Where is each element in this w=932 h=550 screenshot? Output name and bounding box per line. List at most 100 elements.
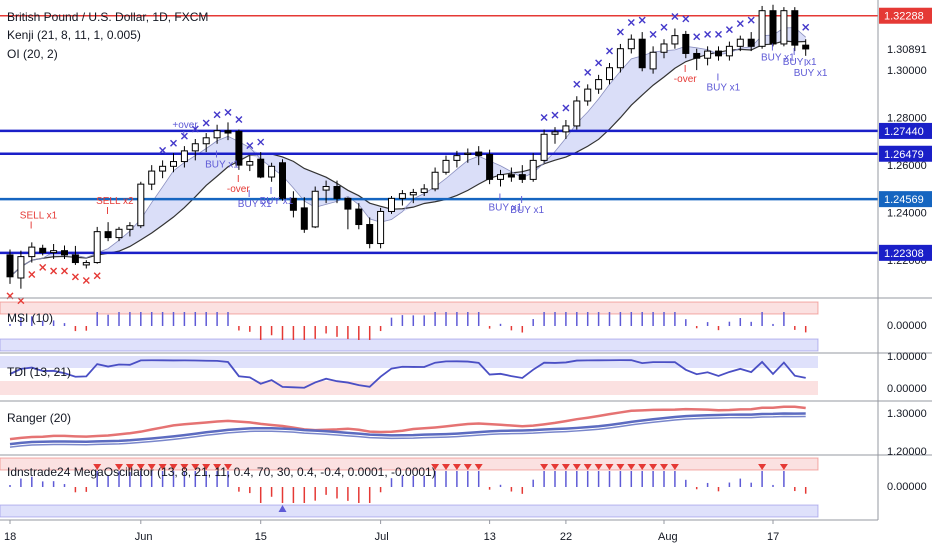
candle-body [93, 231, 101, 264]
mega-arrow-down [202, 464, 211, 470]
time-axis: 18 Jun 15 Jul 13 22 Aug 17 [4, 520, 779, 543]
signal-tick: I [106, 206, 109, 217]
candle-body [180, 150, 188, 163]
x-mark [224, 108, 232, 116]
candle-body [224, 130, 232, 134]
signal-tick: I [215, 150, 218, 161]
level-price-tag [879, 122, 932, 139]
signal-label: BUY x1 [783, 57, 817, 68]
level-price-tag [879, 191, 932, 208]
candle-body [442, 159, 450, 173]
mega-arrow-down [627, 464, 636, 470]
level-price-label: 1.26479 [884, 149, 924, 161]
x-mark [704, 30, 712, 38]
candle-body [551, 131, 559, 135]
x-mark [616, 28, 624, 36]
x-mark [202, 119, 210, 127]
candle-body [595, 79, 603, 90]
x-mark [235, 115, 243, 123]
kenji-band-fill [10, 27, 806, 277]
x-mark [802, 23, 810, 31]
x-mark [595, 59, 603, 67]
time-label: Aug [658, 531, 678, 543]
candle-body [715, 50, 722, 57]
candle-body [322, 186, 330, 191]
mega-arrow-down [660, 464, 668, 470]
signal-tick: I [248, 189, 251, 200]
signal-tick: I [793, 47, 796, 58]
candle-body [518, 174, 526, 180]
x-mark [28, 271, 36, 279]
x-mark [747, 16, 755, 24]
candle-body [311, 190, 319, 228]
mega-arrow-down [638, 464, 647, 470]
mega-arrow-down [540, 464, 549, 470]
mega-arrow-down [670, 464, 679, 470]
mega-lower-zone [0, 504, 819, 518]
candle-body [758, 10, 766, 47]
candle-body [453, 155, 461, 161]
candle-body [6, 254, 14, 278]
candle-body [39, 247, 47, 254]
mega-arrow-down [180, 464, 189, 470]
tdi-line [9, 359, 806, 389]
signal-label: BUY x1 [205, 160, 239, 171]
x-mark [246, 142, 254, 150]
candle-body [660, 43, 668, 53]
signal-label: SELL x1 [20, 210, 58, 221]
candle-body [104, 231, 112, 239]
candle-body [126, 225, 134, 230]
candle-body [170, 161, 177, 167]
x-mark [638, 16, 646, 24]
mega-arrow-down [169, 464, 178, 470]
x-marks [6, 13, 810, 305]
tdi-pane-label: TDI (13, 21) [7, 365, 71, 379]
candle-body [279, 162, 286, 199]
candle-body [17, 256, 25, 279]
mega-arrow-down [463, 464, 472, 470]
mega-arrow-down [605, 464, 614, 470]
mega-arrow-down [224, 464, 232, 470]
candle-body [671, 35, 679, 45]
signal-tick: I [182, 130, 185, 141]
price-tick-label: 1.24000 [887, 208, 927, 220]
mega-arrow-down [452, 464, 461, 470]
mega-arrow-down [191, 464, 200, 470]
x-mark [71, 273, 79, 281]
candle-body [486, 153, 494, 180]
candle-body [289, 197, 297, 211]
mega-arrow-down [594, 464, 603, 470]
candle-body [497, 174, 504, 180]
candle-body [333, 186, 341, 199]
indicator-label-kenji: Kenji (21, 8, 11, 1, 0.005) [7, 28, 141, 42]
signal-tick: I [499, 193, 502, 204]
mega-arrow-down [115, 464, 123, 470]
tdi-lower-zone [0, 381, 818, 395]
mega-arrow-down [213, 464, 222, 470]
candle-body [507, 174, 515, 178]
candle-body [540, 133, 548, 161]
level-price-label: 1.27440 [884, 126, 924, 138]
candle-body [584, 88, 592, 102]
candle-body [344, 197, 352, 210]
candle-body [28, 246, 36, 258]
signal-tick: I [804, 58, 807, 69]
candle-body [82, 262, 90, 266]
mega-arrow-down [616, 464, 625, 470]
candle-body [682, 33, 690, 54]
x-mark [715, 30, 722, 38]
candle-body [235, 130, 243, 166]
mega-arrow-down [551, 464, 559, 470]
msi-lower-zone [0, 338, 819, 352]
ranger-axis-tick-0: 1.20000 [887, 446, 927, 458]
candle-body [747, 38, 755, 47]
x-mark [660, 23, 668, 31]
signal-tick: I [520, 195, 523, 206]
x-mark [61, 267, 68, 275]
x-mark [693, 33, 701, 41]
mega-arrow-down [93, 464, 102, 470]
time-label: 13 [484, 531, 496, 543]
ranger-mid-line [9, 412, 806, 446]
candle-body [202, 137, 210, 145]
